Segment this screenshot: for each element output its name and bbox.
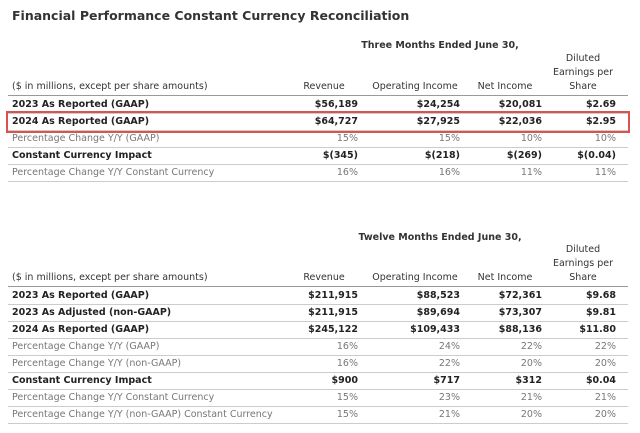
cell-value: $2.69 (585, 99, 616, 110)
cell-value: 15% (438, 133, 460, 144)
row-label: Percentage Change Y/Y (GAAP) (12, 133, 160, 144)
row-label: 2024 As Reported (GAAP) (12, 324, 150, 335)
cell-value: $0.04 (585, 375, 616, 386)
cell-value: 15% (336, 409, 358, 420)
cell-value: $9.81 (585, 307, 616, 318)
cell-value: $89,694 (416, 307, 460, 318)
row-label: 2024 As Reported (GAAP) (12, 116, 150, 127)
cell-value: 21% (594, 392, 616, 403)
cell-value: $(0.04) (577, 150, 616, 161)
column-header: Revenue (303, 81, 345, 92)
cell-value: 16% (336, 358, 358, 369)
cell-value: 16% (438, 167, 460, 178)
cell-value: 20% (520, 409, 542, 420)
cell-value: 16% (336, 341, 358, 352)
cell-value: 11% (520, 167, 542, 178)
cell-value: $900 (331, 375, 358, 386)
cell-value: $(269) (506, 150, 542, 161)
row-rule (8, 164, 628, 165)
cell-value: $64,727 (314, 116, 358, 127)
row-label: Percentage Change Y/Y Constant Currency (12, 167, 215, 178)
cell-value: $109,433 (410, 324, 460, 335)
row-rule (8, 130, 628, 131)
row-rule (8, 406, 628, 407)
column-header: Net Income (477, 81, 533, 92)
column-header: ($ in millions, except per share amounts… (12, 272, 208, 283)
period-title: Three Months Ended June 30, (361, 40, 519, 51)
cell-value: $20,081 (498, 99, 542, 110)
cell-value: 22% (594, 341, 616, 352)
cell-value: 10% (520, 133, 542, 144)
row-rule (8, 338, 628, 339)
column-header: Diluted Earnings per Share (552, 244, 614, 283)
cell-value: $245,122 (308, 324, 358, 335)
cell-value: 15% (336, 392, 358, 403)
cell-value: $88,136 (498, 324, 542, 335)
cell-value: $56,189 (314, 99, 358, 110)
row-rule (8, 147, 628, 148)
header-rule (8, 286, 628, 287)
cell-value: 24% (438, 341, 460, 352)
highlight-box (6, 111, 630, 133)
cell-value: 15% (336, 133, 358, 144)
row-label: 2023 As Reported (GAAP) (12, 99, 150, 110)
column-header: Operating Income (372, 272, 458, 283)
row-label: Percentage Change Y/Y (non-GAAP) (12, 358, 182, 369)
cell-value: $(218) (424, 150, 460, 161)
cell-value: $9.68 (585, 290, 616, 301)
row-rule (8, 355, 628, 356)
cell-value: $717 (433, 375, 460, 386)
cell-value: $88,523 (416, 290, 460, 301)
row-rule (8, 389, 628, 390)
title: Financial Performance Constant Currency … (12, 8, 410, 23)
row-label: Percentage Change Y/Y Constant Currency (12, 392, 215, 403)
header-rule (8, 95, 628, 96)
cell-value: $211,915 (308, 307, 358, 318)
cell-value: 23% (438, 392, 460, 403)
cell-value: $22,036 (498, 116, 542, 127)
row-rule (8, 304, 628, 305)
row-rule (8, 372, 628, 373)
cell-value: $73,307 (498, 307, 542, 318)
cell-value: $11.80 (579, 324, 616, 335)
row-label: Percentage Change Y/Y (non-GAAP) Constan… (12, 409, 273, 420)
row-label: 2023 As Reported (GAAP) (12, 290, 150, 301)
row-label: 2023 As Adjusted (non-GAAP) (12, 307, 172, 318)
cell-value: $24,254 (416, 99, 460, 110)
cell-value: 20% (520, 358, 542, 369)
row-rule (8, 321, 628, 322)
cell-value: 21% (438, 409, 460, 420)
cell-value: 20% (594, 358, 616, 369)
column-header: Diluted Earnings per Share (552, 53, 614, 92)
column-header: Operating Income (372, 81, 458, 92)
row-label: Constant Currency Impact (12, 150, 152, 161)
cell-value: $(345) (322, 150, 358, 161)
column-header: ($ in millions, except per share amounts… (12, 81, 208, 92)
cell-value: 11% (594, 167, 616, 178)
cell-value: 20% (594, 409, 616, 420)
row-label: Percentage Change Y/Y (GAAP) (12, 341, 160, 352)
row-rule (8, 113, 628, 114)
cell-value: 22% (438, 358, 460, 369)
row-rule (8, 181, 628, 182)
cell-value: 22% (520, 341, 542, 352)
cell-value: 21% (520, 392, 542, 403)
cell-value: $211,915 (308, 290, 358, 301)
cell-value: 10% (594, 133, 616, 144)
column-header: Net Income (477, 272, 533, 283)
cell-value: $2.95 (585, 116, 616, 127)
period-title: Twelve Months Ended June 30, (358, 232, 522, 243)
cell-value: $312 (515, 375, 542, 386)
cell-value: $27,925 (416, 116, 460, 127)
column-header: Revenue (303, 272, 345, 283)
cell-value: 16% (336, 167, 358, 178)
cell-value: $72,361 (498, 290, 542, 301)
row-label: Constant Currency Impact (12, 375, 152, 386)
row-rule (8, 423, 628, 424)
